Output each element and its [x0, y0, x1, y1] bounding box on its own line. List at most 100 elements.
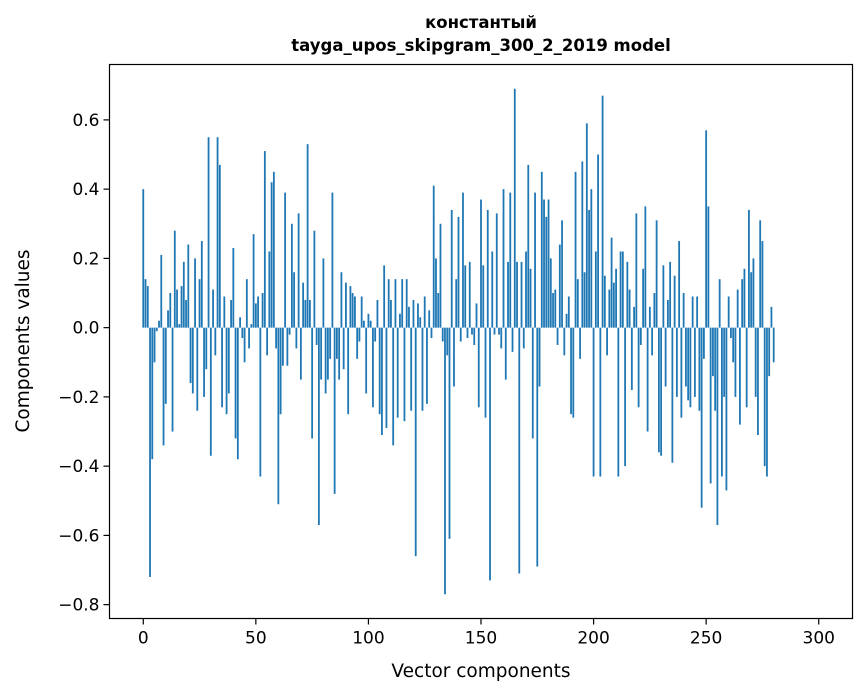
bar-14	[173, 230, 176, 328]
bar-140	[457, 216, 460, 328]
bar-255	[716, 327, 719, 526]
x-axis-label: Vector components	[391, 661, 570, 682]
bar-137	[450, 209, 453, 328]
x-tick-label: 150	[465, 629, 497, 649]
bar-143	[464, 265, 467, 328]
y-axis-ticks: 0.6 0.4 0.2 0.0 −0.2 −0.4 −0.6 −0.8	[58, 111, 110, 616]
bar-216	[628, 289, 631, 328]
bar-212	[619, 251, 622, 328]
bar-132	[439, 223, 442, 328]
bar-251	[707, 206, 710, 328]
bar-108	[385, 327, 388, 429]
bar-236	[673, 275, 676, 328]
bar-67	[293, 272, 296, 328]
bar-129	[432, 185, 435, 328]
bar-56	[268, 251, 271, 328]
bar-192	[574, 171, 577, 328]
bar-25	[198, 279, 201, 328]
bar-138	[453, 327, 455, 387]
bar-161	[504, 327, 507, 380]
x-tick-label: 300	[803, 629, 835, 649]
bar-64	[286, 327, 289, 366]
bar-239	[680, 327, 683, 418]
bar-220	[637, 327, 640, 408]
bar-240	[682, 293, 685, 328]
bar-11	[167, 310, 169, 328]
bar-275	[761, 241, 764, 328]
bar-191	[572, 327, 575, 418]
bars-group	[142, 88, 775, 595]
bar-83	[329, 327, 332, 359]
y-tick-label: 0.0	[72, 319, 99, 339]
bar-145	[468, 261, 471, 328]
bar-150	[480, 199, 482, 328]
y-tick-label: −0.4	[58, 457, 99, 477]
x-tick-label: 100	[352, 629, 384, 649]
bar-52	[259, 327, 262, 477]
x-tick-label: 50	[245, 629, 267, 649]
bar-109	[387, 279, 390, 328]
bar-85	[333, 327, 336, 494]
bar-26	[200, 241, 203, 328]
bar-200	[592, 327, 595, 477]
bar-51	[257, 296, 259, 328]
bar-16	[178, 324, 181, 328]
bar-174	[534, 192, 536, 328]
bar-214	[624, 327, 626, 467]
bar-18	[182, 261, 185, 328]
bar-235	[671, 327, 674, 463]
bar-234	[669, 261, 672, 328]
bar-55	[266, 327, 269, 356]
bar-148	[475, 303, 478, 328]
bar-24	[196, 327, 199, 411]
bar-211	[617, 327, 620, 477]
bar-22	[191, 327, 194, 394]
x-tick-label: 0	[138, 629, 149, 649]
bar-252	[709, 327, 712, 484]
bar-130	[435, 258, 437, 328]
bar-123	[419, 317, 422, 328]
bar-5	[153, 327, 156, 363]
bar-221	[639, 327, 642, 345]
bar-69	[297, 213, 300, 328]
bar-88	[340, 272, 343, 328]
bar-169	[522, 327, 525, 349]
bar-238	[678, 241, 681, 328]
bar-100	[367, 313, 370, 328]
bar-133	[441, 327, 444, 342]
bar-73	[306, 144, 309, 328]
bar-113	[396, 327, 399, 418]
bar-171	[527, 164, 530, 328]
bar-199	[590, 189, 593, 328]
bar-93	[351, 293, 354, 328]
bar-63	[284, 192, 287, 328]
bar-165	[513, 88, 516, 328]
plot-frame	[108, 63, 854, 620]
bar-112	[394, 279, 397, 328]
bar-269	[748, 209, 750, 328]
bar-115	[401, 279, 404, 328]
chart-title-line1: константый	[425, 13, 537, 32]
bar-74	[308, 299, 311, 328]
bar-168	[520, 261, 523, 328]
bar-37	[225, 327, 228, 415]
bar-202	[597, 154, 599, 328]
bar-162	[507, 261, 509, 328]
bar-30	[209, 327, 212, 456]
bar-227	[653, 293, 656, 328]
bar-95	[356, 327, 359, 359]
bar-39	[230, 299, 232, 328]
bar-177	[540, 171, 543, 328]
bar-181	[549, 258, 552, 328]
bar-222	[642, 268, 645, 328]
bar-120	[412, 299, 415, 328]
bar-243	[689, 327, 692, 408]
bar-107	[383, 265, 386, 328]
bar-245	[693, 327, 696, 397]
bar-253	[712, 327, 714, 377]
bar-34	[218, 164, 221, 328]
bar-155	[491, 251, 494, 328]
bar-179	[545, 216, 548, 328]
bar-126	[426, 327, 428, 404]
bar-7	[158, 320, 160, 328]
